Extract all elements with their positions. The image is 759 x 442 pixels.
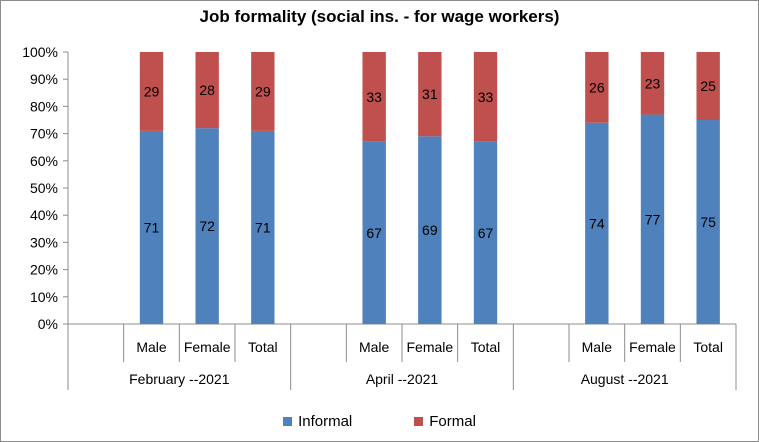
legend-label-formal: Formal [429,413,476,430]
x-category-label-6: Male [582,339,613,355]
bar-formal-3 [362,52,386,142]
bar-formal-8 [696,52,720,120]
x-category-label-7: Female [629,339,676,355]
y-tick-label-8: 80% [30,98,58,114]
data-label-formal-6: 26 [589,79,605,95]
data-label-informal-3: 67 [366,225,382,241]
data-label-informal-6: 74 [589,215,605,231]
bar-informal-3 [362,141,386,324]
chart-title: Job formality (social ins. - for wage wo… [199,7,560,26]
bar-informal-2 [251,130,275,324]
data-label-formal-4: 31 [422,86,438,102]
bar-informal-1 [195,128,219,324]
legend-swatch-formal [414,417,424,426]
bar-informal-0 [139,130,164,324]
y-tick-label-0: 0% [38,316,58,332]
y-tick-label-3: 30% [30,234,58,250]
bar-informal-5 [473,141,498,324]
x-category-label-2: Total [248,339,278,355]
x-category-label-5: Total [471,339,501,355]
y-tick-label-2: 20% [30,262,58,278]
data-label-informal-7: 77 [645,211,661,227]
data-label-formal-7: 23 [645,75,661,91]
data-label-informal-1: 72 [199,218,215,234]
bar-informal-7 [640,114,665,324]
y-tick-label-6: 60% [30,153,58,169]
x-category-label-0: Male [136,339,167,355]
legend-swatch-informal [283,417,293,426]
bar-informal-8 [696,120,720,324]
y-tick-label-10: 100% [22,44,58,60]
bar-formal-2 [251,52,275,131]
y-tick-label-5: 50% [30,180,58,196]
bar-formal-1 [195,52,219,129]
x-group-label-1: April --2021 [366,371,439,387]
data-label-formal-0: 29 [144,83,160,99]
legend-item-formal: Formal [414,413,476,430]
data-label-informal-5: 67 [478,225,494,241]
data-label-formal-5: 33 [478,89,494,105]
data-label-informal-8: 75 [700,214,716,230]
x-category-label-1: Female [184,339,231,355]
chart-legend: Informal Formal [1,413,758,430]
data-label-informal-4: 69 [422,222,438,238]
legend-label-informal: Informal [298,413,353,430]
y-tick-label-1: 10% [30,289,58,305]
data-label-formal-3: 33 [366,89,382,105]
legend-item-informal: Informal [283,413,352,430]
y-tick-label-9: 90% [30,71,58,87]
y-tick-label-7: 70% [30,126,58,142]
x-category-label-8: Total [693,339,723,355]
x-category-label-4: Female [406,339,453,355]
x-group-label-0: February --2021 [129,371,230,387]
data-label-informal-2: 71 [255,219,271,235]
x-category-label-3: Male [359,339,390,355]
bar-formal-7 [640,52,665,115]
bar-informal-6 [585,122,609,324]
data-label-formal-1: 28 [199,82,215,98]
data-label-formal-8: 25 [700,78,716,94]
bar-informal-4 [418,136,442,324]
bar-formal-0 [139,52,164,131]
y-tick-label-4: 40% [30,207,58,223]
data-label-informal-0: 71 [144,219,160,235]
bar-formal-5 [473,52,498,142]
data-label-formal-2: 29 [255,83,271,99]
bar-formal-6 [585,52,609,123]
x-group-label-2: August --2021 [581,371,669,387]
bar-formal-4 [418,52,442,137]
